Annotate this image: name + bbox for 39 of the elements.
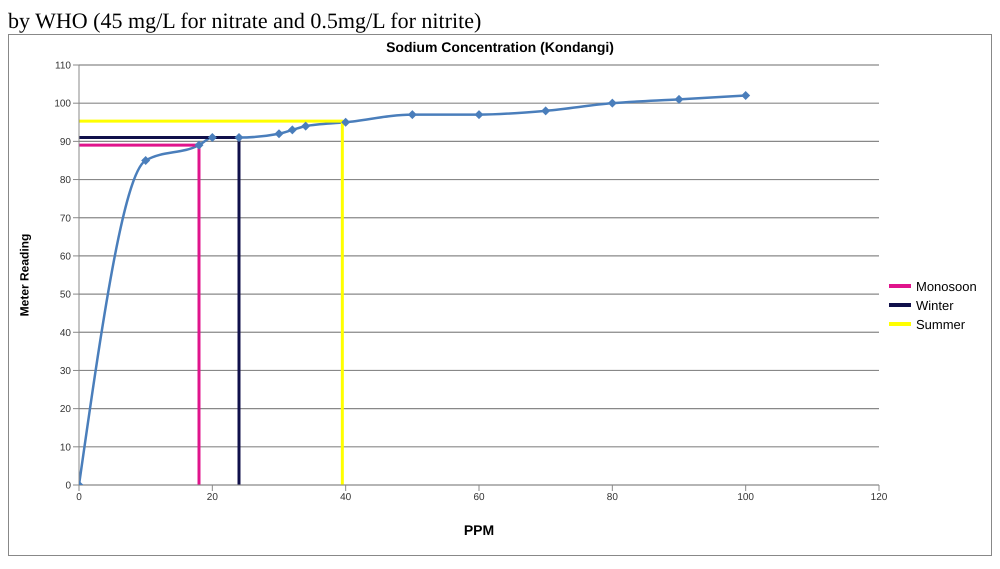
x-tick-label: 40 xyxy=(340,492,352,504)
x-axis-title: PPM xyxy=(464,522,494,538)
y-tick-label: 0 xyxy=(65,480,72,492)
point xyxy=(234,133,244,142)
point xyxy=(274,129,284,138)
point xyxy=(608,98,617,108)
y-tick-label: 100 xyxy=(54,98,72,110)
point xyxy=(141,156,150,165)
point xyxy=(741,91,750,100)
y-tick-label: 40 xyxy=(60,328,72,339)
y-tick-label: 80 xyxy=(60,175,72,186)
point xyxy=(208,133,217,142)
y-tick-label: 20 xyxy=(60,404,72,416)
point xyxy=(674,94,684,104)
x-tick-label: 120 xyxy=(870,492,888,504)
point xyxy=(341,118,350,127)
y-axis-title: Meter Reading xyxy=(17,234,32,316)
text: by WHO (45 mg/L for nitrate and 0.5mg/L for nitrite) xyxy=(8,8,482,34)
legend-label: Winter xyxy=(916,298,954,312)
chart-title: Sodium Concentration (Kondangi) xyxy=(385,38,615,55)
x-tick-label: 0 xyxy=(76,492,82,504)
y-tick-label: 110 xyxy=(55,60,72,72)
point xyxy=(541,106,550,116)
x-tick-label: 80 xyxy=(606,492,618,504)
legend-label: Summer xyxy=(916,316,966,332)
y-tick-label: 60 xyxy=(60,251,72,262)
point xyxy=(194,140,204,150)
point xyxy=(288,125,297,134)
y-tick-label: 10 xyxy=(60,442,72,454)
y-tick-label: 90 xyxy=(60,136,72,148)
x-tick-label: 20 xyxy=(206,492,218,504)
point xyxy=(301,122,310,131)
y-tick-label: 30 xyxy=(60,366,72,378)
point xyxy=(474,110,484,120)
legend-label: Monosoon xyxy=(916,278,977,294)
x-tick-label: 60 xyxy=(473,492,485,504)
x-tick-label: 100 xyxy=(737,492,754,504)
y-tick-label: 70 xyxy=(60,213,72,224)
y-tick-label: 50 xyxy=(60,290,72,301)
